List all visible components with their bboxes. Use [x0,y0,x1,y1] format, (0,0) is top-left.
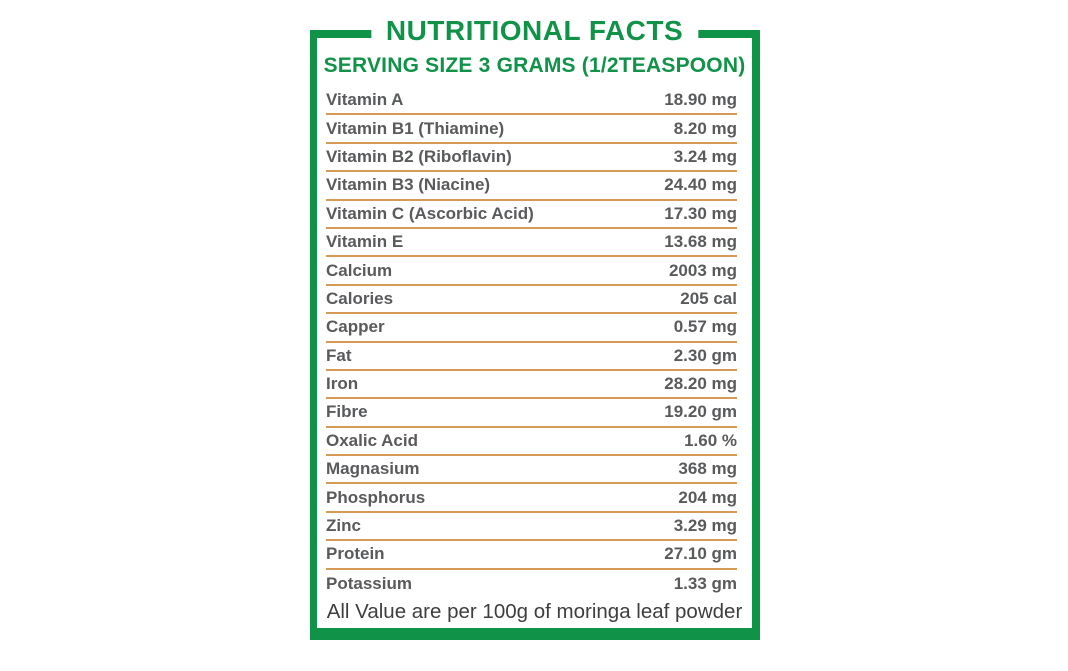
nutrient-value: 2003 mg [668,260,737,280]
nutrient-value: 27.10 gm [664,544,737,564]
nutrient-name: Calcium [326,260,393,280]
nutrient-value: 19.20 gm [664,402,737,422]
serving-size-line: SERVING SIZE 3 GRAMS (1/2TEASPOON) [323,54,746,77]
table-row: Potassium 1.33 gm [326,570,737,598]
nutrient-value: 28.20 mg [664,374,737,394]
footnote: All Value are per 100g of moringa leaf p… [326,600,743,624]
nutrient-name: Iron [326,374,359,394]
nutrient-name: Potassium [326,573,412,593]
table-row: Calcium 2003 mg [326,257,737,286]
nutrient-name: Vitamin E [326,232,404,252]
table-row: Vitamin B1 (Thiamine) 8.20 mg [326,115,737,144]
nutrition-label: NUTRITIONAL FACTS SERVING SIZE 3 GRAMS (… [310,16,760,640]
nutrient-name: Vitamin B3 (Niacine) [326,175,491,195]
table-row: Magnasium 368 mg [326,456,737,485]
table-row: Vitamin C (Ascorbic Acid) 17.30 mg [326,201,737,229]
nutrient-value: 204 mg [678,487,737,507]
table-row: Iron 28.20 mg [326,371,737,400]
nutrient-value: 17.30 mg [664,203,737,223]
table-row: Phosphorus 204 mg [326,484,737,513]
nutrient-name: Protein [326,544,385,564]
nutrient-value: 18.90 mg [664,90,737,110]
table-row: Vitamin B2 (Riboflavin) 3.24 mg [326,144,737,173]
nutrient-name: Calories [326,288,394,308]
table-row: Vitamin B3 (Niacine) 24.40 mg [326,172,737,201]
nutrient-value: 3.24 mg [673,146,737,166]
table-row: Fat 2.30 gm [326,343,737,371]
nutrient-value: 368 mg [678,459,737,479]
table-row: Protein 27.10 gm [326,541,737,570]
nutrient-name: Phosphorus [326,487,426,507]
nutrient-name: Vitamin A [326,90,404,110]
nutrient-name: Fat [326,345,352,365]
table-row: Vitamin A 18.90 mg [326,87,737,116]
nutrient-value: 0.57 mg [673,317,737,337]
nutrient-table: Vitamin A 18.90 mg Vitamin B1 (Thiamine)… [326,87,737,598]
nutrient-name: Vitamin C (Ascorbic Acid) [326,203,534,223]
nutrient-value: 3.29 mg [673,516,737,536]
nutrient-name: Capper [326,317,385,337]
table-row: Vitamin E 13.68 mg [326,229,737,258]
nutrient-value: 24.40 mg [664,175,737,195]
nutrient-name: Vitamin B2 (Riboflavin) [326,146,512,166]
label-title: NUTRITIONAL FACTS [370,16,699,46]
nutrient-name: Oxalic Acid [326,430,418,450]
nutrient-value: 205 cal [680,288,737,308]
nutrient-value: 1.60 % [684,430,737,450]
nutrient-name: Vitamin B1 (Thiamine) [326,118,505,138]
table-row: Oxalic Acid 1.60 % [326,428,737,457]
nutrient-name: Fibre [326,402,368,422]
nutrient-name: Zinc [326,516,361,536]
nutrient-value: 13.68 mg [664,232,737,252]
nutrient-value: 2.30 gm [673,345,737,365]
table-row: Calories 205 cal [326,286,737,315]
table-row: Zinc 3.29 mg [326,513,737,542]
nutrient-value: 8.20 mg [673,118,737,138]
nutrient-value: 1.33 gm [673,573,737,593]
table-row: Capper 0.57 mg [326,314,737,343]
nutrient-name: Magnasium [326,459,420,479]
table-row: Fibre 19.20 gm [326,399,737,428]
